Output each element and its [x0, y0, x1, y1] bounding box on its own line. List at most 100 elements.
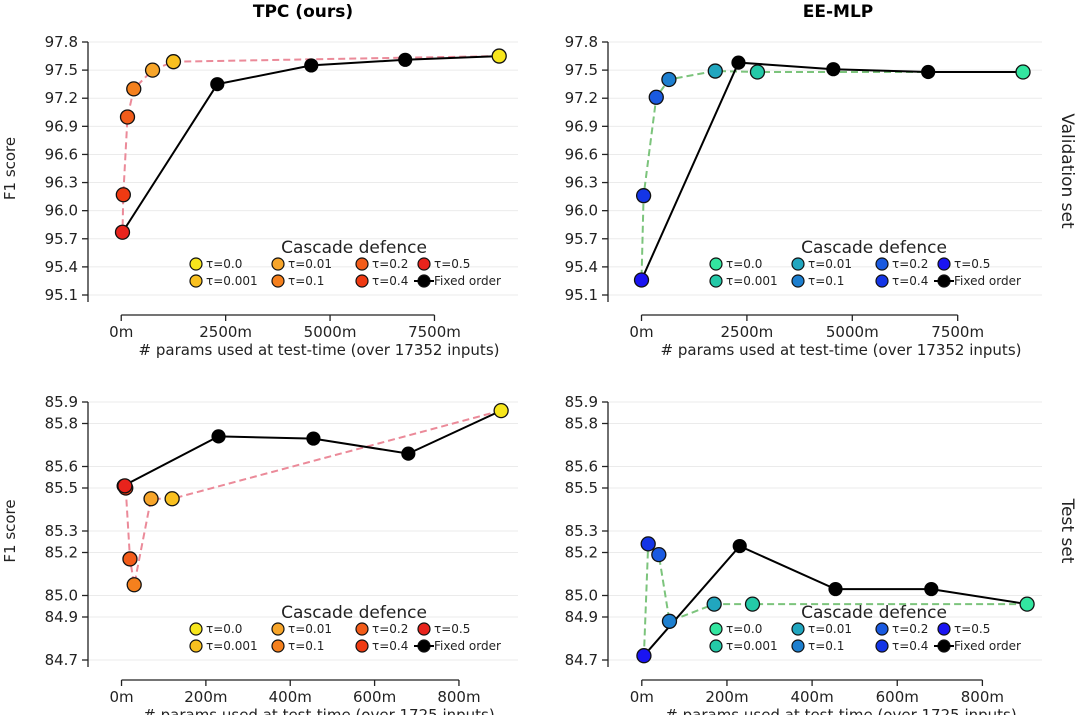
y-tick-label: 85.0 [45, 587, 78, 605]
fixed-order-point [398, 52, 413, 67]
legend-label: τ=0.0 [726, 622, 762, 636]
cascade-point [635, 188, 652, 204]
legend-marker [355, 622, 369, 636]
panels: 95.1 95.4 95.7 96.0 96.3 96.6 96.9 97.2 97.5 97.8… [1, 33, 1042, 715]
y-tick-label: 85.0 [565, 587, 598, 605]
legend-title: Cascade defence [801, 238, 947, 258]
y-tick-label: 85.5 [45, 479, 78, 497]
legend-label: τ=0.0 [206, 257, 242, 271]
legend-label: τ=0.1 [288, 639, 324, 653]
legend-marker [875, 622, 889, 636]
y-tick-label: 96.9 [45, 117, 78, 135]
legend-marker [709, 639, 723, 653]
y-tick-label: 85.8 [565, 415, 598, 433]
legend-label: τ=0.4 [372, 274, 408, 288]
legend: Cascade defence τ=0.0 τ=0.01 τ=0.2 τ=0.5 τ=0.… [189, 238, 501, 288]
cascade-point [126, 81, 142, 97]
x-tick-label: 0m [109, 323, 133, 341]
x-axis-label: # params used at test-time (over 17352 i… [661, 341, 1022, 359]
legend-marker [189, 274, 203, 288]
x-tick-label: 7500m [931, 323, 984, 341]
y-tick-label: 96.0 [45, 202, 78, 220]
x-tick-label: 7500m [408, 323, 461, 341]
legend-label: τ=0.001 [726, 274, 778, 288]
fixed-order-point [826, 62, 841, 77]
fixed-order-point [306, 431, 321, 446]
legend-label: τ=0.2 [892, 257, 928, 271]
legend-label: τ=0.01 [288, 622, 332, 636]
y-tick-label: 97.8 [45, 33, 78, 51]
y-tick-label: 85.9 [565, 393, 598, 411]
cascade-point [126, 577, 142, 593]
legend: Cascade defence τ=0.0 τ=0.01 τ=0.2 τ=0.5 τ=0.… [709, 238, 1021, 288]
legend-label: τ=0.01 [808, 257, 852, 271]
x-tick-label: 2500m [199, 323, 252, 341]
fixed-order-point [828, 581, 843, 597]
legend-label: τ=0.1 [288, 274, 324, 288]
y-tick-label: 84.7 [565, 651, 598, 669]
x-tick-label: 200m [705, 688, 748, 706]
legend-label: τ=0.5 [434, 622, 470, 636]
legend-label: τ=0.01 [808, 622, 852, 636]
y-tick-label: 85.9 [45, 393, 78, 411]
legend-label: τ=0.2 [372, 622, 408, 636]
legend-marker [355, 274, 369, 288]
x-tick-label: 0m [109, 688, 133, 706]
y-tick-label: 84.9 [45, 608, 78, 626]
cascade-point [661, 613, 678, 629]
y-tick-label: 85.2 [565, 544, 598, 562]
legend-title: Cascade defence [281, 238, 427, 258]
legend-marker [355, 257, 369, 271]
cascade-point [493, 402, 509, 419]
column-title-ee-mlp: EE-MLP [803, 2, 874, 22]
cascade-point [749, 64, 766, 80]
fixed-order-point [211, 429, 226, 444]
legend-marker [189, 639, 203, 653]
y-axis-label: F1 score [1, 499, 19, 562]
legend-label: τ=0.4 [892, 639, 928, 653]
legend-label: Fixed order [954, 639, 1021, 653]
legend-label: τ=0.5 [954, 257, 990, 271]
legend-label: τ=0.1 [808, 639, 844, 653]
cascade-point [640, 536, 656, 552]
x-axis-label: # params used at test-time (over 17352 i… [139, 341, 500, 359]
y-tick-label: 97.5 [565, 61, 598, 79]
legend-marker [271, 639, 285, 653]
cascade-point [651, 547, 667, 563]
legend-marker [937, 622, 951, 636]
y-tick-label: 85.6 [45, 458, 78, 476]
y-tick-label: 97.8 [565, 33, 598, 51]
cascade-point [661, 71, 677, 88]
cascade-point [114, 224, 131, 240]
y-tick-label: 95.4 [45, 258, 78, 276]
cascade-point [1019, 596, 1035, 612]
row-label-validation: Validation set [1057, 113, 1077, 229]
legend-marker [875, 639, 889, 653]
y-tick-label: 85.2 [45, 544, 78, 562]
panel-tpc-test: 84.7 84.9 85.0 85.2 85.3 85.5 85.6 85.8 85.9 0m 20… [1, 393, 518, 715]
cascade-point [122, 551, 138, 567]
y-tick-label: 95.7 [565, 230, 598, 248]
legend: Cascade defence τ=0.0 τ=0.01 τ=0.2 τ=0.5 τ=0.… [709, 603, 1021, 653]
legend-title: Cascade defence [281, 603, 427, 623]
fixed-order-point [210, 77, 225, 92]
legend-label: τ=0.5 [954, 622, 990, 636]
cascade-point [706, 596, 722, 612]
cascade-point [143, 491, 159, 507]
fixed-order-point [731, 55, 746, 70]
panel-ee-test: 84.7 84.9 85.0 85.2 85.3 85.5 85.6 85.8 85.9 0m 20… [565, 393, 1042, 715]
legend-marker [189, 622, 203, 636]
x-tick-label: 400m [269, 688, 312, 706]
legend-marker [875, 274, 889, 288]
cascade-point [648, 89, 664, 105]
cascade-point [165, 54, 182, 70]
fixed-order-point [304, 58, 319, 73]
legend-label: Fixed order [434, 274, 501, 288]
legend-label: Fixed order [954, 274, 1021, 288]
legend-label: τ=0.0 [726, 257, 762, 271]
legend-title: Cascade defence [801, 603, 947, 623]
column-title-tpc: TPC (ours) [253, 2, 353, 22]
y-tick-label: 95.1 [45, 286, 78, 304]
y-tick-label: 95.1 [565, 286, 598, 304]
